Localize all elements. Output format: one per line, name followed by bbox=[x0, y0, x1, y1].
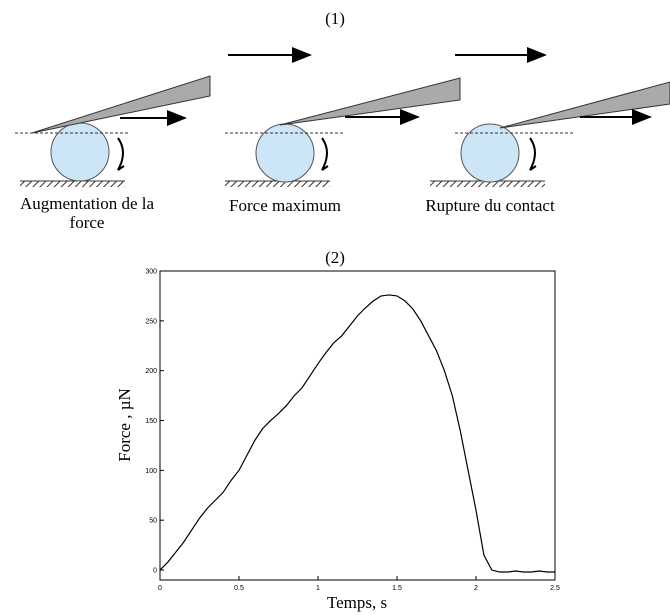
x-tick-label: 1 bbox=[316, 585, 320, 592]
data-line bbox=[159, 294, 555, 573]
y-tick-label: 150 bbox=[145, 418, 157, 425]
x-tick-label: 0 bbox=[158, 585, 162, 592]
y-tick-label: 200 bbox=[145, 368, 157, 375]
x-axis-label: Temps, s bbox=[327, 593, 387, 612]
x-tick-label: 2.5 bbox=[550, 585, 560, 592]
panel-label: Augmentation de la force bbox=[19, 194, 155, 232]
panel bbox=[15, 75, 211, 187]
panel bbox=[225, 77, 461, 187]
y-tick-label: 250 bbox=[145, 318, 157, 325]
panel-label: Rupture du contact bbox=[425, 196, 555, 215]
x-tick-label: 1.5 bbox=[392, 585, 402, 592]
y-axis-label: Force , µN bbox=[115, 388, 134, 462]
chart-title: (2) bbox=[325, 248, 345, 267]
plot-frame bbox=[159, 270, 556, 581]
y-tick-label: 50 bbox=[149, 518, 157, 525]
panel-label: Force maximum bbox=[229, 196, 341, 215]
panel-label-box: Augmentation de la force bbox=[19, 194, 155, 232]
panel bbox=[430, 81, 670, 187]
x-tick-label: 0.5 bbox=[234, 585, 244, 592]
x-tick-label: 2 bbox=[474, 585, 478, 592]
diagram-title: (1) bbox=[325, 9, 345, 28]
y-tick-label: 300 bbox=[145, 269, 157, 276]
y-tick-label: 0 bbox=[153, 568, 157, 575]
y-tick-label: 100 bbox=[145, 468, 157, 475]
